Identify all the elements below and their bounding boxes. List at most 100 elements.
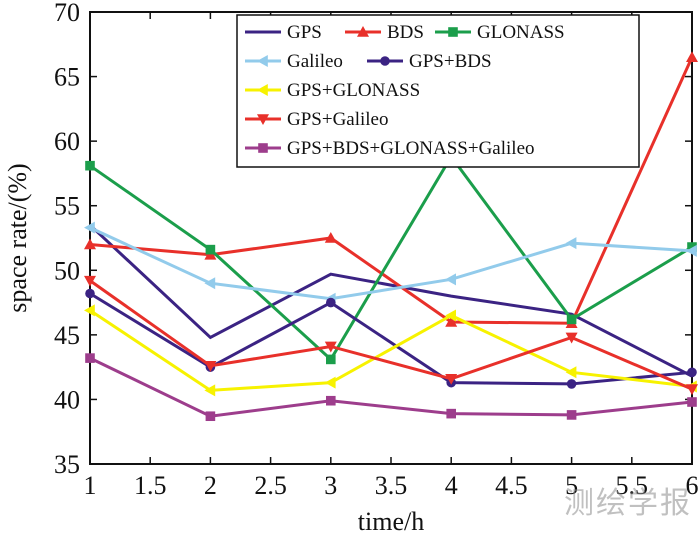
x-tick-label: 4 xyxy=(445,471,458,500)
legend-entry: GPS+GLONASS xyxy=(245,80,420,101)
y-tick-label: 65 xyxy=(54,63,80,92)
legend-swatch-marker xyxy=(257,55,268,67)
legend-label: GLONASS xyxy=(477,22,565,43)
data-point xyxy=(686,384,698,396)
y-tick-label: 40 xyxy=(54,385,80,414)
legend-entry: GPS+Galileo xyxy=(245,109,389,130)
series-line xyxy=(88,223,693,378)
data-point xyxy=(565,366,577,379)
legend-label: BDS xyxy=(387,22,424,43)
data-point xyxy=(324,376,336,389)
data-point xyxy=(326,297,336,308)
data-point xyxy=(446,408,456,419)
data-point xyxy=(324,341,337,353)
x-axis-label: time/h xyxy=(358,507,424,536)
chart-axes: 1 1.5 2 2.5 3 3.5 4 4.5 5 5.5 6 35 40 45 50 55 60 65 70 xyxy=(54,0,699,500)
x-tick-label: 6 xyxy=(686,471,699,500)
y-axis-label: space rate/(%) xyxy=(3,163,32,312)
data-point xyxy=(445,309,456,322)
legend-entry: GLONASS xyxy=(435,22,565,43)
data-point xyxy=(84,238,96,250)
data-point xyxy=(565,332,578,344)
x-tick-label: 2 xyxy=(204,471,217,500)
legend-label: GPS+Galileo xyxy=(287,109,389,130)
data-point xyxy=(326,395,336,406)
series-line xyxy=(89,226,693,301)
legend-swatch-marker xyxy=(380,56,390,66)
data-point xyxy=(326,354,336,365)
legend-label: GPS+BDS xyxy=(409,51,492,72)
data-point xyxy=(324,232,337,243)
data-point xyxy=(566,410,577,420)
data-point xyxy=(445,273,456,286)
data-point xyxy=(687,397,697,407)
y-tick-label: 45 xyxy=(54,321,80,350)
legend-entry: GPS+BDS+GLONASS+Galileo xyxy=(245,138,535,159)
data-point xyxy=(205,244,216,255)
data-point xyxy=(85,160,95,171)
data-point xyxy=(84,275,96,287)
y-tick-label: 55 xyxy=(54,192,80,221)
y-tick-label: 35 xyxy=(54,450,80,479)
x-tick-label: 1.5 xyxy=(134,471,167,500)
data-point xyxy=(687,242,697,252)
series-gps-bds xyxy=(85,288,697,389)
data-point xyxy=(687,367,697,378)
series-line xyxy=(89,56,694,325)
data-point xyxy=(204,277,216,290)
data-point xyxy=(686,244,697,257)
x-tick-label: 5.5 xyxy=(616,471,649,500)
data-point xyxy=(445,373,458,385)
legend-swatch-marker xyxy=(258,143,268,153)
series-line xyxy=(89,279,693,391)
watermark-text: 测绘学报 xyxy=(564,486,692,521)
legend-label: GPS+GLONASS xyxy=(287,80,420,101)
series-line xyxy=(89,153,693,362)
data-point xyxy=(85,353,95,363)
data-point xyxy=(566,379,577,389)
legend-entry: GPS xyxy=(245,22,322,43)
x-tick-label: 2.5 xyxy=(254,471,287,500)
data-point xyxy=(84,304,95,317)
legend-label: GPS xyxy=(287,22,322,43)
chart-legend: GPS BDS GLONASS Galileo GPS+BDS GPS+GLONASS GP… xyxy=(236,14,640,168)
x-tick-label: 5 xyxy=(565,471,578,500)
y-tick-label: 60 xyxy=(54,127,80,156)
legend-entry: BDS xyxy=(345,22,424,43)
legend-swatch-marker xyxy=(257,84,268,96)
legend-box xyxy=(236,14,640,168)
legend-swatch-marker xyxy=(257,114,269,125)
legend-swatch-marker xyxy=(357,26,369,37)
data-point xyxy=(445,315,458,327)
y-tick-label: 70 xyxy=(54,0,80,27)
legend-label: Galileo xyxy=(287,51,343,72)
data-point xyxy=(686,51,698,62)
x-tick-label: 4.5 xyxy=(495,471,528,500)
y-tick-label: 50 xyxy=(54,256,80,285)
data-point xyxy=(565,237,577,250)
legend-label: GPS+BDS+GLONASS+Galileo xyxy=(287,138,535,159)
data-point xyxy=(566,314,577,325)
series-gps-bds-glonass-galileo xyxy=(85,353,697,422)
data-point xyxy=(204,361,217,372)
series-gps-galileo xyxy=(84,275,698,396)
data-point xyxy=(204,384,216,397)
x-tick-label: 1 xyxy=(84,471,97,500)
x-tick-label: 3.5 xyxy=(375,471,408,500)
data-point xyxy=(85,288,95,299)
series-galileo xyxy=(84,221,697,305)
data-point xyxy=(205,411,216,422)
x-tick-label: 3 xyxy=(324,471,337,500)
legend-entry: Galileo xyxy=(245,51,343,72)
series-line xyxy=(89,356,693,418)
series-line xyxy=(89,309,693,392)
data-point xyxy=(84,221,95,234)
legend-swatch-marker xyxy=(448,27,458,37)
series-line xyxy=(89,292,693,386)
series-gps xyxy=(88,223,693,378)
chart-series xyxy=(84,51,698,422)
series-bds xyxy=(84,51,698,329)
legend-entry: GPS+BDS xyxy=(367,51,492,72)
